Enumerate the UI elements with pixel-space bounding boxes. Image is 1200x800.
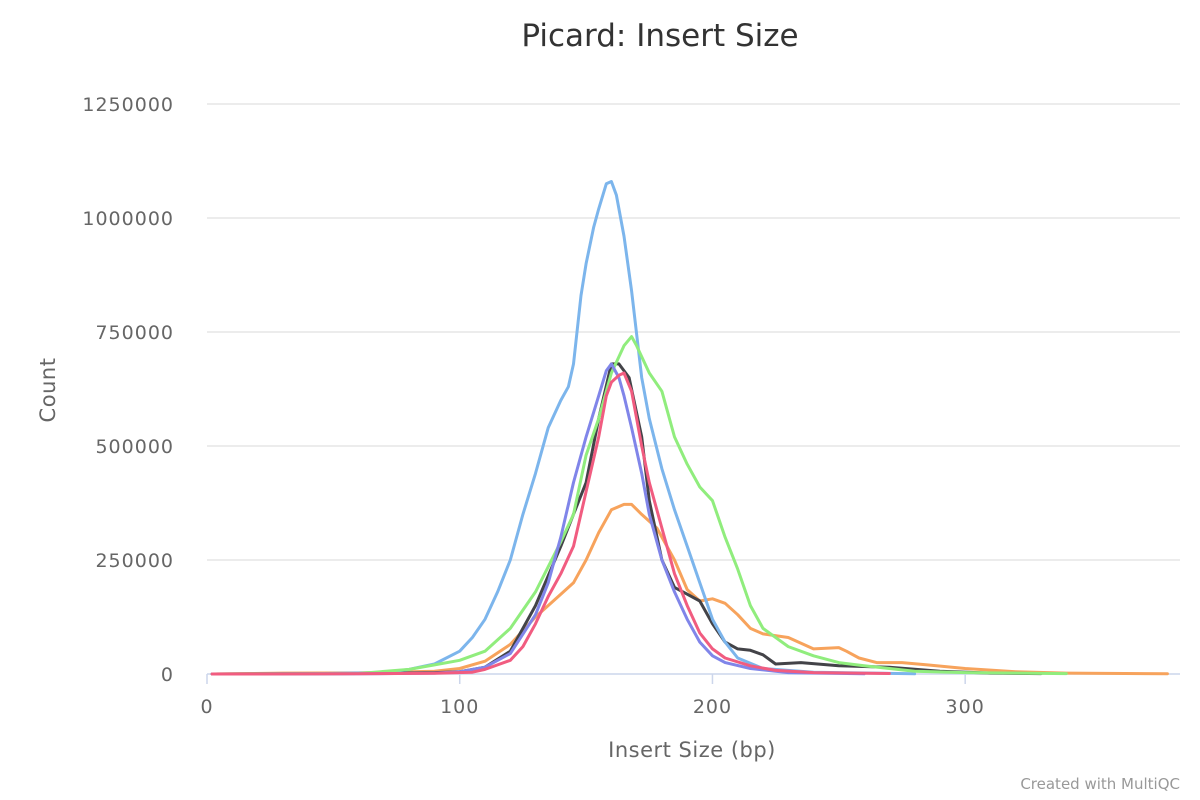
x-tick-label: 300 xyxy=(946,696,985,718)
x-axis-label: Insert Size (bp) xyxy=(608,738,776,762)
gridlines xyxy=(207,103,1180,561)
series-line-6[interactable] xyxy=(210,371,891,676)
y-tick-label: 750000 xyxy=(95,322,174,344)
credit-text[interactable]: Created with MultiQC xyxy=(1020,775,1180,793)
y-axis-label: Count xyxy=(36,358,60,423)
y-tick-label: 1000000 xyxy=(82,208,174,230)
series-lines xyxy=(210,180,1169,676)
x-tick-label: 0 xyxy=(200,696,213,718)
series-line-3[interactable] xyxy=(210,180,917,676)
series-line-1[interactable] xyxy=(210,502,1169,676)
y-tick-label: 500000 xyxy=(95,436,174,458)
series-line-5[interactable] xyxy=(210,362,866,676)
y-axis-ticks: 0 250000 500000 750000 1000000 1250000 xyxy=(82,94,174,686)
y-tick-label: 250000 xyxy=(95,550,174,572)
chart-title: Picard: Insert Size xyxy=(521,18,798,54)
series-line-4[interactable] xyxy=(210,335,1068,676)
y-tick-label: 0 xyxy=(161,664,174,686)
y-tick-label: 1250000 xyxy=(82,94,174,116)
x-tick-label: 200 xyxy=(693,696,732,718)
x-axis-ticks: 0 100 200 300 xyxy=(200,674,984,718)
x-tick-label: 100 xyxy=(440,696,479,718)
